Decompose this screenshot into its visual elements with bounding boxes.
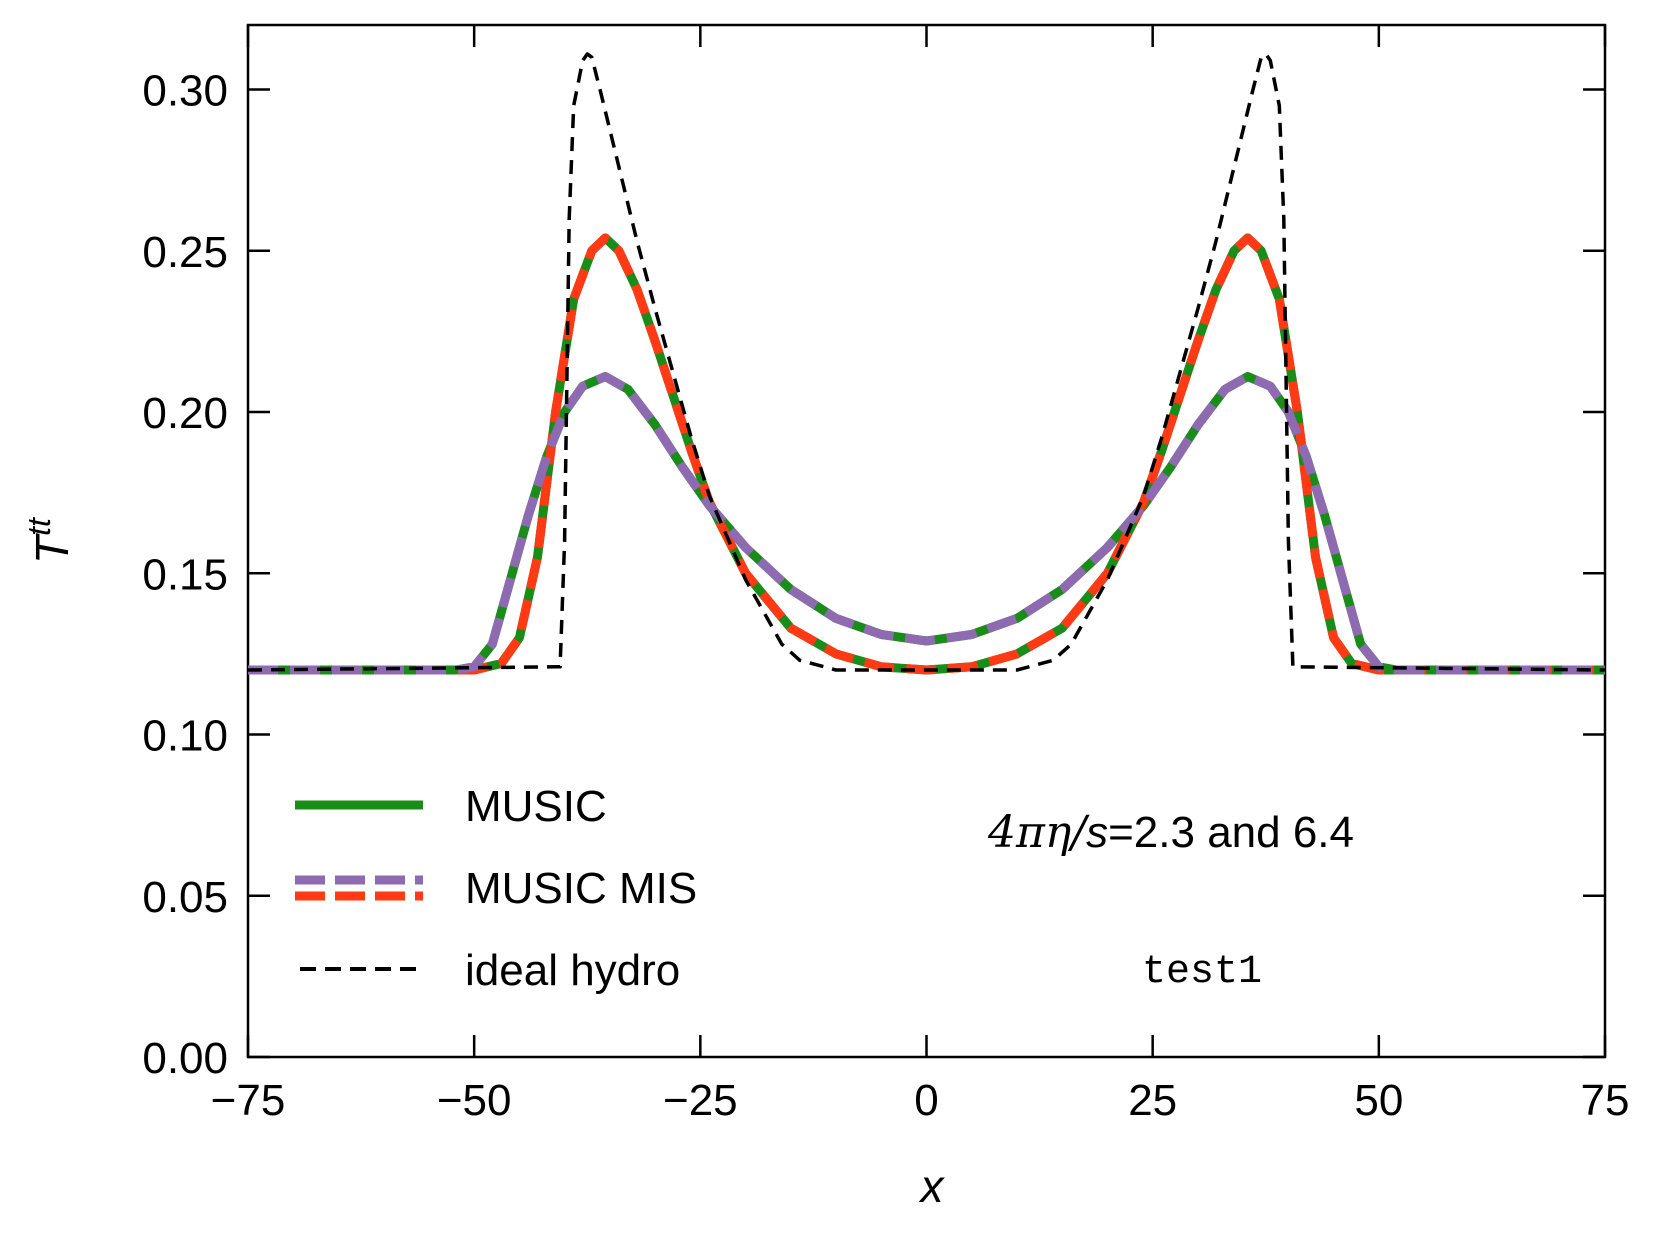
series-line-3 <box>248 372 1605 675</box>
x-tick-label: −50 <box>437 1076 512 1125</box>
y-tick-label: 0.20 <box>142 389 228 438</box>
y-tick-label: 0.05 <box>142 873 228 922</box>
series-layer <box>247 52 1606 675</box>
annotation-eta-var: s <box>1086 808 1108 857</box>
series-line-0 <box>248 233 1605 675</box>
legend-label-music: MUSIC <box>465 782 607 831</box>
x-tick-label: 0 <box>914 1076 938 1125</box>
x-tick-label: −25 <box>663 1076 738 1125</box>
y-axis-label-main: T <box>26 533 78 564</box>
legend-label-ideal-hydro: ideal hydro <box>465 946 680 995</box>
annotation-eta-suffix: =2.3 and 6.4 <box>1108 808 1354 857</box>
x-axis-label: x <box>919 1160 946 1212</box>
series-line-2 <box>248 233 1605 675</box>
y-axis-label: Ttt <box>21 517 78 564</box>
ticks-layer: −75 −50 −25 0 25 50 75 0.00 0.05 0.10 0.15 0.20 0.25… <box>142 25 1629 1125</box>
y-tick-label: 0.00 <box>142 1034 228 1083</box>
annotation-test-label: test1 <box>1142 950 1262 995</box>
series-line-1 <box>248 372 1605 675</box>
x-tick-label: 50 <box>1354 1076 1403 1125</box>
legend: MUSIC MUSIC MIS ideal hydro <box>295 782 697 995</box>
annotation-eta-over-s: 4πη/s=2.3 and 6.4 <box>987 807 1354 858</box>
legend-label-music-mis: MUSIC MIS <box>465 864 697 913</box>
y-tick-label: 0.25 <box>142 228 228 277</box>
x-tick-label: 25 <box>1128 1076 1177 1125</box>
y-tick-label: 0.10 <box>142 712 228 761</box>
annotation-eta-prefix: 4πη/ <box>987 807 1090 858</box>
series-line-4 <box>247 52 1606 672</box>
y-tick-label: 0.15 <box>142 550 228 599</box>
plot-frame <box>246 23 1607 1059</box>
x-tick-label: −75 <box>211 1076 286 1125</box>
y-tick-label: 0.30 <box>142 67 228 116</box>
x-tick-label: 75 <box>1581 1076 1630 1125</box>
y-axis-label-superscript: tt <box>21 517 57 536</box>
